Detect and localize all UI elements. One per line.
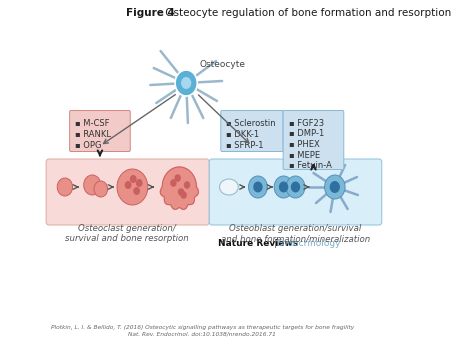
Text: ▪ DKK-1: ▪ DKK-1 — [227, 130, 259, 139]
Circle shape — [133, 187, 140, 195]
Circle shape — [279, 181, 288, 192]
Text: ▪ Sclerostin: ▪ Sclerostin — [227, 119, 276, 128]
Text: ▪ SFRP-1: ▪ SFRP-1 — [227, 141, 264, 150]
FancyBboxPatch shape — [283, 110, 344, 169]
Circle shape — [117, 169, 148, 205]
Circle shape — [130, 175, 137, 183]
Circle shape — [291, 181, 300, 192]
Text: ▪ DMP-1: ▪ DMP-1 — [289, 130, 324, 138]
Circle shape — [84, 175, 101, 195]
Polygon shape — [160, 167, 199, 209]
Circle shape — [286, 176, 305, 198]
Text: Nat. Rev. Endocrinol. doi:10.1038/nrendo.2016.71: Nat. Rev. Endocrinol. doi:10.1038/nrendo… — [128, 332, 276, 337]
Circle shape — [175, 70, 197, 96]
Circle shape — [174, 174, 181, 182]
Text: ▪ OPG: ▪ OPG — [75, 141, 101, 150]
Ellipse shape — [219, 179, 238, 195]
FancyBboxPatch shape — [70, 110, 130, 152]
Circle shape — [57, 178, 73, 196]
Text: Endocrinology: Endocrinology — [276, 239, 340, 248]
Text: |: | — [271, 239, 280, 248]
Circle shape — [274, 176, 293, 198]
Text: Osteoclast generation/
survival and bone resorption: Osteoclast generation/ survival and bone… — [65, 224, 189, 244]
Circle shape — [325, 175, 345, 199]
Circle shape — [181, 77, 191, 89]
Circle shape — [330, 181, 340, 193]
Text: ▪ FGF23: ▪ FGF23 — [289, 119, 324, 128]
Circle shape — [248, 176, 267, 198]
Text: Plotkin, L. I. & Bellido, T. (2016) Osteocytic signalling pathways as therapeuti: Plotkin, L. I. & Bellido, T. (2016) Oste… — [51, 325, 354, 330]
Text: ▪ RANKL: ▪ RANKL — [75, 130, 111, 139]
Text: Nature Reviews: Nature Reviews — [218, 239, 298, 248]
Circle shape — [184, 181, 190, 189]
Text: Osteocyte regulation of bone formation and resorption: Osteocyte regulation of bone formation a… — [162, 8, 452, 18]
Circle shape — [94, 181, 108, 197]
Text: Osteoblast generation/survival
and bone formation/mineralization: Osteoblast generation/survival and bone … — [221, 224, 370, 244]
FancyBboxPatch shape — [209, 159, 382, 225]
Circle shape — [178, 188, 184, 196]
FancyBboxPatch shape — [46, 159, 209, 225]
Circle shape — [253, 181, 263, 192]
Text: Osteocyte: Osteocyte — [200, 60, 246, 69]
Text: ▪ PHEX: ▪ PHEX — [289, 140, 319, 149]
Circle shape — [136, 179, 143, 187]
Text: ▪ M-CSF: ▪ M-CSF — [75, 119, 109, 128]
Circle shape — [181, 191, 187, 199]
FancyBboxPatch shape — [221, 110, 283, 152]
Circle shape — [125, 181, 131, 189]
Text: ▪ Fetuin-A: ▪ Fetuin-A — [289, 161, 332, 170]
Text: ▪ MEPE: ▪ MEPE — [289, 151, 320, 159]
Text: Figure 4: Figure 4 — [127, 8, 175, 18]
Circle shape — [170, 179, 177, 187]
